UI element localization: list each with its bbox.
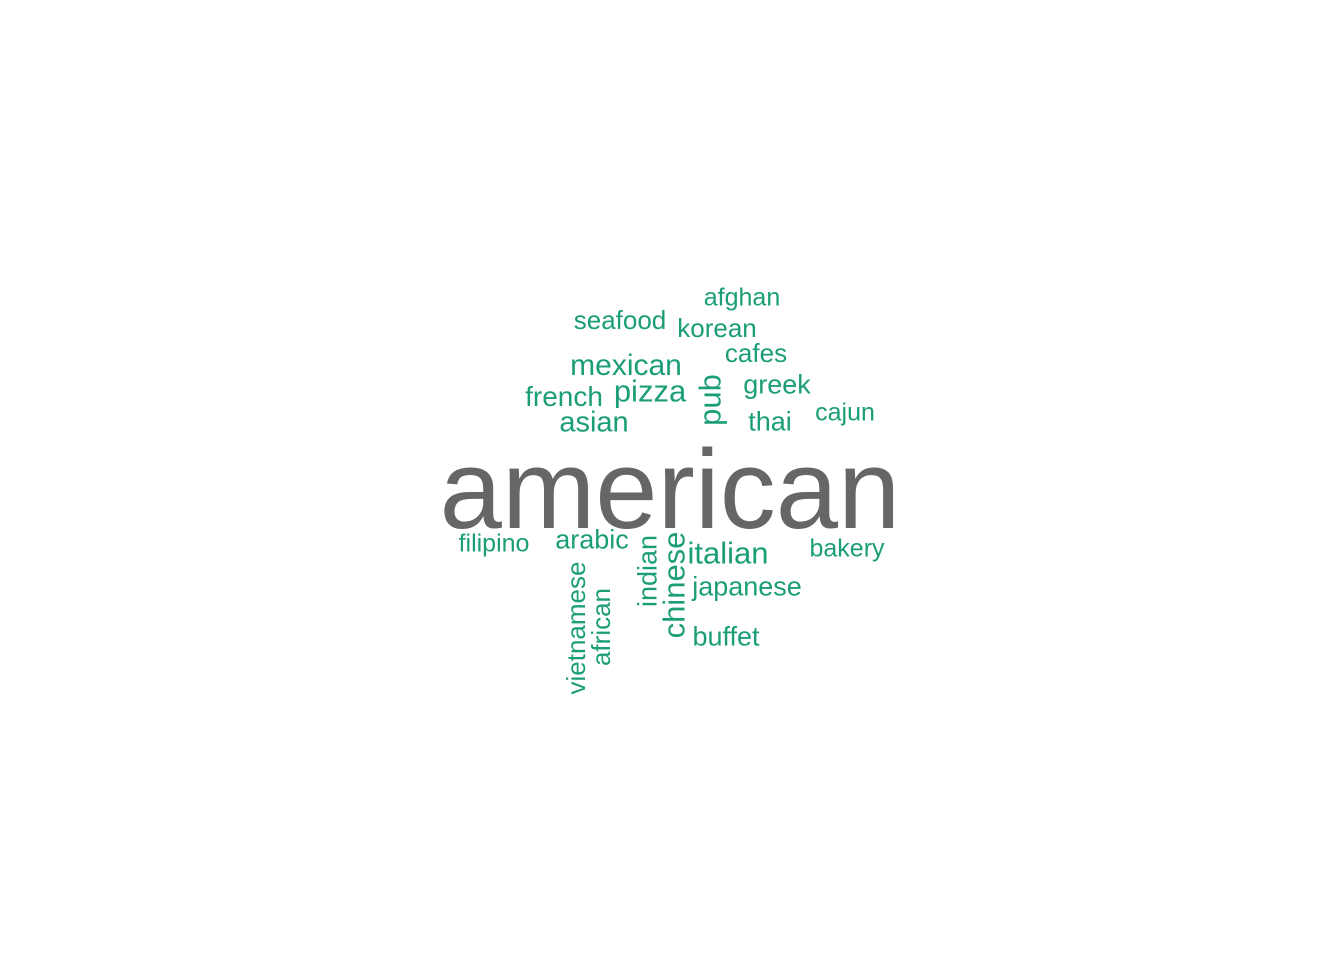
word-american: american [439, 427, 901, 552]
word-buffet: buffet [692, 621, 760, 652]
word-japanese: japanese [692, 571, 802, 602]
word-afghan: afghan [703, 283, 781, 312]
word-thai: thai [748, 406, 792, 437]
word-bakery: bakery [809, 534, 885, 563]
word-cafes: cafes [724, 338, 788, 368]
word-chinese: chinese [656, 531, 692, 639]
word-korean: korean [677, 313, 757, 343]
word-italian: italian [687, 535, 769, 571]
word-greek: greek [743, 369, 811, 400]
word-cajun: cajun [815, 398, 875, 427]
word-filipino: filipino [458, 529, 530, 558]
word-french: french [525, 381, 603, 412]
word-pub: pub [692, 374, 728, 426]
word-mexican: mexican [570, 349, 682, 382]
word-asian: asian [559, 406, 629, 439]
word-seafood: seafood [573, 305, 667, 335]
word-arabic: arabic [555, 524, 629, 555]
word-african: african [586, 587, 616, 667]
word-pizza: pizza [613, 373, 687, 409]
